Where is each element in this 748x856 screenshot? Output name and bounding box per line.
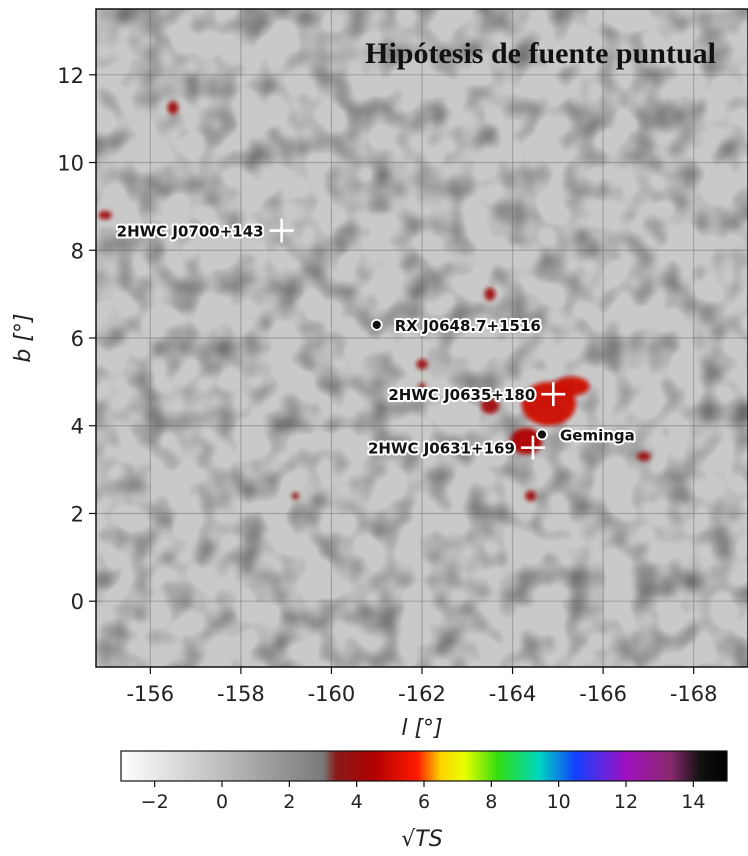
grid-lines	[96, 9, 748, 667]
source-label: 2HWC J0631+169	[368, 440, 515, 458]
source-label: 2HWC J0635+180	[388, 386, 535, 404]
colorbar-tick-label: 4	[351, 791, 363, 813]
x-axis-ticks: -156 -158 -160 -162 -164 -166 -168	[126, 667, 718, 706]
source-label: 2HWC J0700+143	[117, 223, 264, 241]
colorbar-tick-label: 14	[681, 791, 705, 813]
excess-region	[553, 376, 590, 396]
y-tick-label: 12	[57, 64, 84, 88]
colorbar-tick-label: 8	[485, 791, 497, 813]
chart-title: Hipótesis de fuente puntual	[365, 37, 716, 70]
excess-region	[525, 490, 537, 502]
excess-region	[418, 382, 426, 390]
colorbar-tick-label: 2	[283, 791, 295, 813]
x-tick-label: -162	[398, 682, 446, 706]
excess-region	[98, 210, 112, 220]
colorbar-tick-label: 12	[614, 791, 638, 813]
map-noise-texture	[96, 9, 748, 667]
y-tick-label: 8	[71, 239, 84, 263]
y-tick-label: 10	[57, 152, 84, 176]
y-axis-label: b [°]	[11, 313, 36, 362]
source-label: Geminga	[560, 427, 635, 445]
source-markers: 2HWC J0700+143 RX J0648.7+1516 2HWC J0635+…	[115, 218, 637, 460]
excess-regions	[98, 101, 651, 502]
x-tick-label: -168	[670, 682, 718, 706]
colorbar-ticks: −2 0 2 4 6 8 10 12 14	[141, 781, 705, 813]
excess-region	[416, 359, 428, 370]
plot-area: -156 -158 -160 -162 -164 -166 -168 0 2 4 6 8 10 12 2…	[11, 8, 748, 741]
excess-region	[484, 287, 496, 301]
x-tick-label: -166	[579, 682, 627, 706]
colorbar-label: √TS	[401, 827, 442, 852]
source-label: RX J0648.7+1516	[395, 317, 541, 335]
source-dot-marker	[536, 428, 548, 441]
y-axis-ticks: 0 2 4 6 8 10 12	[57, 64, 96, 614]
x-tick-label: -158	[217, 682, 265, 706]
excess-region	[291, 492, 299, 500]
y-tick-label: 2	[71, 502, 84, 526]
colorbar-tick-label: 6	[418, 791, 430, 813]
colorbar-fill	[120, 750, 728, 782]
source-dot-marker	[370, 318, 383, 331]
colorbar-tick-label: −2	[141, 791, 169, 813]
x-tick-label: -164	[489, 682, 537, 706]
excess-region	[480, 398, 499, 414]
colorbar-tick-label: 10	[547, 791, 571, 813]
colorbar: −2 0 2 4 6 8 10 12 14 √TS	[120, 750, 728, 852]
y-tick-label: 4	[71, 415, 84, 439]
x-axis-label: l [°]	[401, 716, 442, 741]
y-tick-label: 0	[71, 590, 84, 614]
y-tick-label: 6	[71, 327, 84, 351]
excess-region	[637, 452, 651, 461]
excess-region	[167, 101, 179, 115]
colorbar-tick-label: 0	[216, 791, 228, 813]
x-tick-label: -160	[308, 682, 356, 706]
x-tick-label: -156	[126, 682, 174, 706]
